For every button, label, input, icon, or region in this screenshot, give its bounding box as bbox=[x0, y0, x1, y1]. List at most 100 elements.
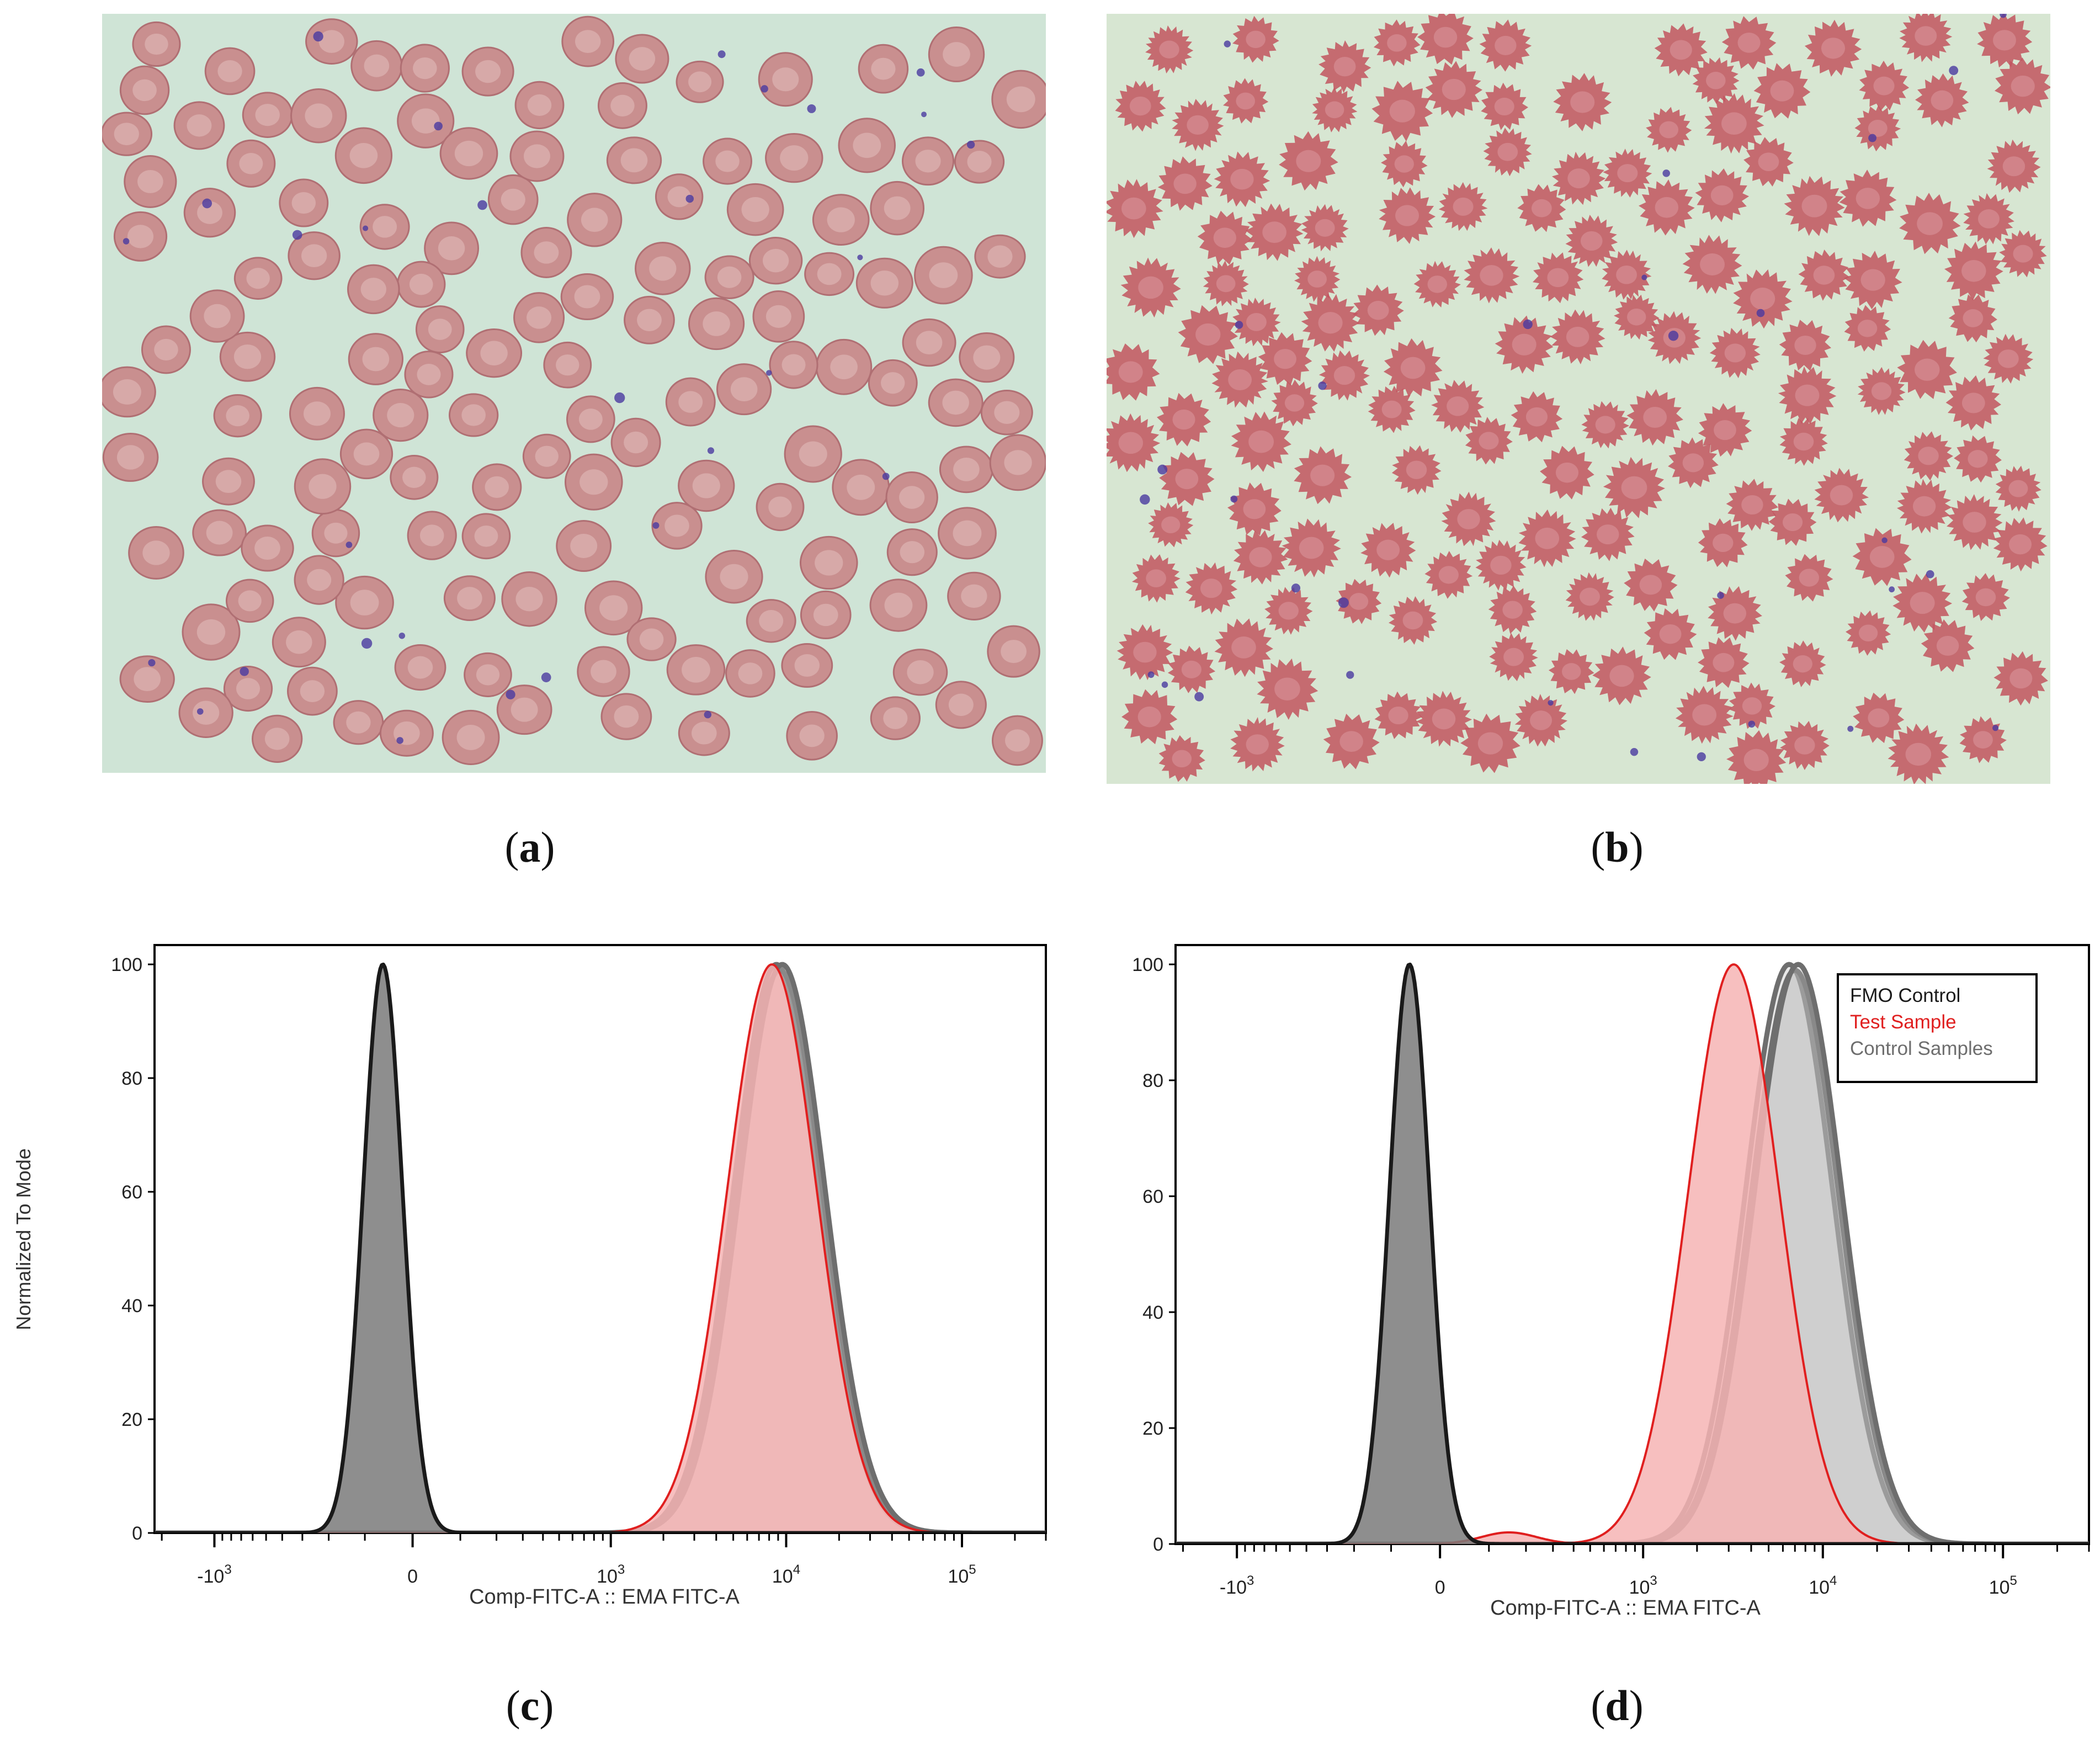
cell-center bbox=[1795, 384, 1820, 406]
red-blood-cell bbox=[1481, 82, 1528, 130]
cell-center bbox=[1627, 308, 1646, 326]
cell-center bbox=[324, 522, 348, 544]
red-blood-cell bbox=[1368, 385, 1416, 433]
cell-center bbox=[624, 431, 648, 454]
cell-center bbox=[2009, 668, 2033, 689]
cell-center bbox=[942, 390, 969, 415]
cell-center bbox=[409, 273, 433, 295]
red-blood-cell bbox=[1921, 619, 1975, 672]
cell-center bbox=[1172, 750, 1192, 768]
cell-center bbox=[871, 57, 896, 80]
cell-center bbox=[1479, 432, 1499, 450]
cell-center bbox=[535, 445, 559, 467]
red-blood-cell bbox=[1413, 261, 1461, 307]
cell-center bbox=[527, 306, 552, 329]
red-blood-cell bbox=[1603, 457, 1665, 518]
red-blood-cell bbox=[1550, 309, 1605, 364]
cell-center bbox=[1299, 537, 1324, 559]
cell-center bbox=[154, 338, 178, 360]
red-blood-cell bbox=[1438, 182, 1488, 231]
red-blood-cell bbox=[1753, 63, 1811, 119]
cell-center bbox=[578, 408, 603, 430]
cell-center bbox=[206, 521, 233, 545]
platelet bbox=[240, 667, 249, 676]
cell-center bbox=[196, 619, 226, 645]
cell-center bbox=[1858, 624, 1878, 642]
cell-center bbox=[137, 169, 163, 193]
x-tick-label: 0 bbox=[407, 1566, 418, 1587]
red-blood-cell bbox=[1264, 587, 1313, 635]
cell-center bbox=[305, 103, 333, 129]
cell-center bbox=[1402, 611, 1423, 630]
red-blood-cell bbox=[1233, 530, 1288, 585]
cell-center bbox=[1200, 579, 1222, 598]
cell-center bbox=[362, 347, 390, 372]
cell-center bbox=[350, 590, 379, 615]
panel-label-b: (b) bbox=[1591, 823, 1644, 871]
legend-entry-test: Test Sample bbox=[1850, 1011, 1957, 1033]
cell-center bbox=[2011, 75, 2035, 97]
cell-center bbox=[1389, 99, 1415, 123]
cell-center bbox=[1595, 416, 1615, 434]
red-blood-cell bbox=[1301, 204, 1349, 252]
cell-center bbox=[301, 244, 327, 268]
platelet bbox=[1224, 40, 1231, 47]
red-blood-cell bbox=[1798, 250, 1850, 301]
cell-center bbox=[1339, 731, 1363, 752]
platelet bbox=[1868, 134, 1877, 142]
red-blood-cell bbox=[1897, 479, 1952, 534]
cell-center bbox=[346, 711, 371, 734]
x-tick-label: 103 bbox=[1629, 1573, 1657, 1598]
cell-center bbox=[523, 144, 550, 168]
cell-center bbox=[649, 256, 677, 281]
cell-center bbox=[1274, 349, 1296, 369]
red-blood-cell bbox=[1319, 40, 1371, 93]
cell-center bbox=[1567, 168, 1590, 189]
cell-center bbox=[1001, 640, 1027, 664]
cell-center bbox=[1367, 300, 1389, 320]
cell-center bbox=[1381, 400, 1402, 418]
x-axis-label: Comp-FITC-A :: EMA FITC-A bbox=[1490, 1596, 1761, 1620]
x-tick-label: 104 bbox=[772, 1562, 800, 1587]
cell-center bbox=[667, 186, 691, 208]
cell-center bbox=[1609, 665, 1634, 687]
red-blood-cell bbox=[1954, 435, 2002, 483]
cell-center bbox=[515, 587, 543, 612]
red-blood-cell bbox=[1977, 14, 2033, 68]
red-blood-cell bbox=[1993, 517, 2048, 572]
control-series-fill bbox=[1176, 964, 2089, 1544]
cell-center bbox=[1742, 697, 1762, 715]
cell-center bbox=[614, 705, 639, 728]
cell-center bbox=[1723, 603, 1747, 624]
cell-center bbox=[987, 245, 1013, 268]
cell-center bbox=[307, 569, 332, 591]
red-blood-cell bbox=[1778, 366, 1837, 425]
cell-center bbox=[1181, 660, 1201, 678]
cell-center bbox=[815, 550, 843, 576]
red-blood-cell bbox=[1852, 528, 1912, 586]
platelet bbox=[1147, 671, 1155, 678]
cell-center bbox=[1315, 219, 1335, 237]
cell-center bbox=[1963, 512, 1986, 533]
cell-center bbox=[1333, 366, 1355, 385]
cell-center bbox=[943, 42, 970, 67]
cell-center bbox=[1562, 663, 1581, 680]
control-series-fill bbox=[155, 964, 1046, 1533]
red-blood-cell bbox=[1416, 691, 1472, 747]
red-blood-cell bbox=[1692, 57, 1740, 104]
platelet bbox=[292, 230, 302, 240]
cell-center bbox=[454, 140, 483, 167]
red-blood-cell bbox=[1178, 305, 1238, 364]
platelet bbox=[614, 392, 625, 404]
red-blood-cell bbox=[1360, 523, 1416, 578]
cell-center bbox=[884, 592, 913, 618]
cell-center bbox=[1799, 569, 1820, 587]
cell-center bbox=[1246, 30, 1266, 49]
cell-center bbox=[1161, 516, 1181, 533]
cell-center bbox=[1296, 150, 1321, 172]
cell-center bbox=[1794, 736, 1815, 755]
cell-center bbox=[1004, 729, 1030, 752]
cell-center bbox=[1535, 527, 1560, 549]
cell-center bbox=[1457, 509, 1480, 529]
platelet bbox=[1140, 494, 1150, 505]
